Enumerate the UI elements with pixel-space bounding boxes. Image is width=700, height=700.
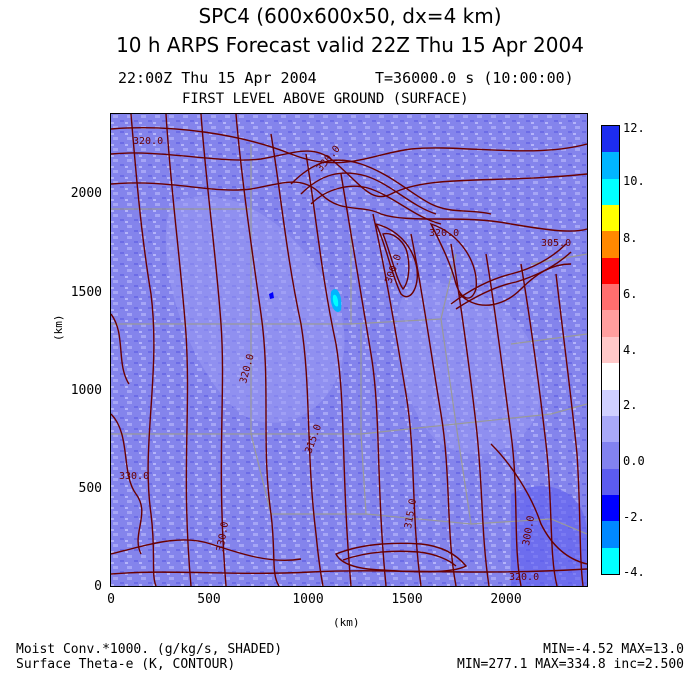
colorbar-segment bbox=[602, 126, 619, 153]
colorbar-label: 6. bbox=[623, 287, 638, 301]
shaded-field-description: Moist Conv.*1000. (g/kg/s, SHADED) bbox=[16, 642, 283, 657]
colorbar-segment bbox=[602, 547, 619, 575]
colorbar-segment bbox=[602, 257, 619, 285]
contour-field-range: MIN=277.1 MAX=334.8 inc=2.500 bbox=[457, 657, 684, 672]
colorbar bbox=[601, 125, 620, 575]
map-title: SPC4 (600x600x50, dx=4 km) bbox=[198, 4, 502, 28]
forecast-map: 320.0 315.0 330.0 330.0 300.0 320.0 315.… bbox=[111, 114, 587, 586]
level-label: FIRST LEVEL ABOVE GROUND (SURFACE) bbox=[182, 91, 469, 107]
contour-field-description: Surface Theta-e (K, CONTOUR) bbox=[16, 657, 236, 672]
shaded-patch bbox=[511, 486, 587, 586]
colorbar-label: 12. bbox=[623, 121, 645, 135]
colorbar-segment bbox=[602, 468, 619, 496]
colorbar-segment bbox=[602, 363, 619, 391]
y-tick-label: 1500 bbox=[70, 285, 102, 300]
shaded-patch bbox=[165, 196, 345, 423]
y-tick-label: 500 bbox=[78, 481, 102, 496]
theta-e-contours bbox=[111, 114, 587, 586]
y-tick-label: 0 bbox=[94, 579, 102, 594]
x-tick-label: 0 bbox=[107, 592, 115, 607]
contour-label: 315.0 bbox=[403, 498, 419, 530]
colorbar-label: 4. bbox=[623, 343, 638, 357]
colorbar-label: -2. bbox=[623, 510, 645, 524]
colorbar-segment bbox=[602, 521, 619, 549]
contour-label: 300.0 bbox=[521, 515, 537, 547]
contour-label: 330.0 bbox=[119, 471, 149, 482]
colorbar-segment bbox=[602, 284, 619, 311]
colorbar-segment bbox=[602, 442, 619, 470]
shaded-field-range: MIN=-4.52 MAX=13.0 bbox=[543, 642, 684, 657]
x-tick-label: 500 bbox=[197, 592, 221, 607]
colorbar-segment bbox=[602, 494, 619, 522]
contour-label: 320.0 bbox=[509, 572, 539, 583]
colorbar-segment bbox=[602, 336, 619, 364]
colorbar-label: 2. bbox=[623, 398, 638, 412]
colorbar-segment bbox=[602, 310, 619, 338]
colorbar-label: 8. bbox=[623, 231, 638, 245]
x-tick-label: 2000 bbox=[490, 592, 522, 607]
y-tick-label: 1000 bbox=[70, 383, 102, 398]
contour-label: 305.0 bbox=[541, 238, 571, 249]
x-tick-label: 1000 bbox=[292, 592, 324, 607]
y-axis-unit: (km) bbox=[52, 314, 65, 342]
x-axis-unit: (km) bbox=[333, 616, 360, 629]
colorbar-segment bbox=[602, 415, 619, 443]
x-tick-label: 1500 bbox=[391, 592, 423, 607]
state-boundaries bbox=[111, 144, 587, 535]
forecast-map-plot: 320.0 315.0 330.0 330.0 300.0 320.0 315.… bbox=[110, 113, 588, 587]
colorbar-segment bbox=[602, 231, 619, 259]
colorbar-segment bbox=[602, 152, 619, 180]
colorbar-segment bbox=[602, 389, 619, 417]
forecast-seconds-label: T=36000.0 s (10:00:00) bbox=[375, 69, 574, 87]
contour-label: 320.0 bbox=[133, 136, 163, 147]
y-tick-label: 2000 bbox=[70, 186, 102, 201]
forecast-subtitle: 10 h ARPS Forecast valid 22Z Thu 15 Apr … bbox=[116, 33, 584, 57]
colorbar-segment bbox=[602, 205, 619, 232]
colorbar-label: -4. bbox=[623, 565, 645, 579]
colorbar-label: 10. bbox=[623, 174, 645, 188]
colorbar-segment bbox=[602, 178, 619, 206]
convergence-spot bbox=[269, 292, 274, 299]
convergence-max-core bbox=[332, 294, 339, 307]
valid-time-label: 22:00Z Thu 15 Apr 2004 bbox=[118, 69, 317, 87]
contour-label: 330.0 bbox=[215, 521, 231, 553]
contour-label: 320.0 bbox=[429, 228, 459, 239]
colorbar-label: 0.0 bbox=[623, 454, 645, 468]
